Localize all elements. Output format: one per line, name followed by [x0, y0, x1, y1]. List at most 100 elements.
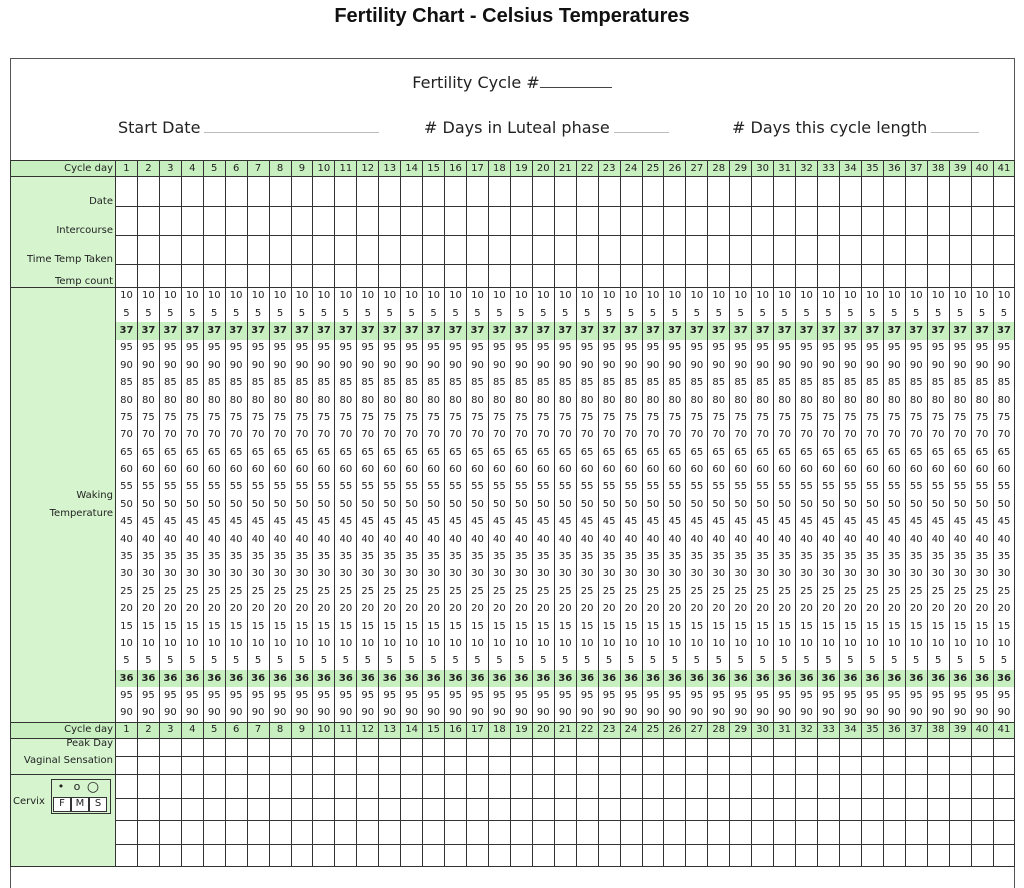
temp-cell[interactable]: 95: [487, 687, 511, 705]
entry-cell[interactable]: [553, 176, 577, 207]
temp-cell[interactable]: 95: [904, 687, 928, 705]
entry-cell[interactable]: [773, 176, 797, 207]
temp-cell[interactable]: 40: [158, 530, 182, 549]
temp-cell[interactable]: 70: [487, 426, 511, 445]
entry-cell[interactable]: [860, 737, 884, 757]
entry-cell[interactable]: [817, 773, 840, 799]
temp-cell[interactable]: 25: [531, 583, 555, 601]
temp-cell[interactable]: 80: [904, 391, 928, 410]
temp-cell[interactable]: 20: [378, 600, 402, 618]
entry-cell[interactable]: [926, 737, 950, 757]
temp-cell[interactable]: 90: [926, 357, 950, 375]
entry-cell[interactable]: [268, 235, 292, 265]
entry-cell[interactable]: [751, 773, 775, 799]
entry-cell[interactable]: [663, 819, 687, 845]
temp-cell[interactable]: 35: [290, 548, 314, 566]
temp-cell[interactable]: 5: [795, 304, 818, 323]
temp-cell[interactable]: 36: [312, 670, 336, 688]
temp-cell[interactable]: 10: [641, 635, 665, 653]
temp-cell[interactable]: 37: [773, 322, 797, 340]
entry-cell[interactable]: [246, 797, 270, 821]
temp-cell[interactable]: 50: [509, 496, 533, 514]
temp-cell[interactable]: 50: [926, 496, 950, 514]
entry-cell[interactable]: [882, 264, 906, 288]
entry-cell[interactable]: [290, 755, 314, 775]
temp-cell[interactable]: 50: [729, 496, 753, 514]
entry-cell[interactable]: [948, 843, 972, 867]
temp-cell[interactable]: 20: [180, 600, 204, 618]
temp-cell[interactable]: 85: [290, 374, 314, 392]
temp-cell[interactable]: 60: [860, 461, 884, 479]
entry-cell[interactable]: [312, 819, 336, 845]
temp-cell[interactable]: 40: [860, 530, 884, 549]
temp-cell[interactable]: 10: [180, 635, 204, 653]
temp-cell[interactable]: 36: [970, 670, 994, 688]
temp-cell[interactable]: 90: [378, 704, 402, 723]
entry-cell[interactable]: [444, 206, 467, 236]
entry-cell[interactable]: [136, 773, 160, 799]
temp-cell[interactable]: 15: [838, 617, 862, 636]
entry-cell[interactable]: [795, 797, 818, 821]
entry-cell[interactable]: [619, 843, 643, 867]
temp-cell[interactable]: 30: [246, 565, 270, 584]
temp-cell[interactable]: 10: [575, 635, 599, 653]
temp-cell[interactable]: 90: [992, 357, 1016, 375]
temp-cell[interactable]: 70: [158, 426, 182, 445]
temp-cell[interactable]: 85: [378, 374, 402, 392]
entry-cell[interactable]: [904, 755, 928, 775]
entry-cell[interactable]: [553, 773, 577, 799]
entry-cell[interactable]: [817, 797, 840, 821]
temp-cell[interactable]: 50: [466, 496, 489, 514]
temp-cell[interactable]: 10: [246, 635, 270, 653]
entry-cell[interactable]: [553, 737, 577, 757]
temp-cell[interactable]: 5: [180, 304, 204, 323]
temp-cell[interactable]: 55: [268, 478, 292, 497]
temp-cell[interactable]: 50: [751, 496, 775, 514]
entry-cell[interactable]: [948, 176, 972, 207]
temp-cell[interactable]: 25: [422, 583, 446, 601]
temp-cell[interactable]: 30: [422, 565, 446, 584]
temp-cell[interactable]: 65: [773, 444, 797, 462]
entry-cell[interactable]: [290, 819, 314, 845]
temp-cell[interactable]: 15: [597, 617, 621, 636]
entry-cell[interactable]: [224, 773, 248, 799]
entry-cell[interactable]: [619, 737, 643, 757]
entry-cell[interactable]: [685, 176, 709, 207]
temp-cell[interactable]: 20: [531, 600, 555, 618]
entry-cell[interactable]: [597, 206, 621, 236]
entry-cell[interactable]: [115, 819, 138, 845]
entry-cell[interactable]: [246, 235, 270, 265]
temp-cell[interactable]: 70: [926, 426, 950, 445]
temp-cell[interactable]: 85: [115, 374, 138, 392]
temp-cell[interactable]: 65: [597, 444, 621, 462]
temp-cell[interactable]: 25: [773, 583, 797, 601]
temp-cell[interactable]: 95: [619, 339, 643, 358]
temp-cell[interactable]: 80: [663, 391, 687, 410]
temp-cell[interactable]: 90: [312, 357, 336, 375]
temp-cell[interactable]: 36: [838, 670, 862, 688]
temp-cell[interactable]: 70: [641, 426, 665, 445]
temp-cell[interactable]: 30: [444, 565, 467, 584]
temp-cell[interactable]: 10: [707, 287, 731, 305]
entry-cell[interactable]: [641, 206, 665, 236]
entry-cell[interactable]: [158, 843, 182, 867]
temp-cell[interactable]: 25: [136, 583, 160, 601]
entry-cell[interactable]: [707, 843, 731, 867]
temp-cell[interactable]: 5: [838, 304, 862, 323]
entry-cell[interactable]: [685, 235, 709, 265]
entry-cell[interactable]: [817, 176, 840, 207]
temp-cell[interactable]: 37: [948, 322, 972, 340]
temp-cell[interactable]: 5: [751, 652, 775, 671]
temp-cell[interactable]: 35: [860, 548, 884, 566]
temp-cell[interactable]: 25: [202, 583, 226, 601]
temp-cell[interactable]: 75: [663, 409, 687, 427]
temp-cell[interactable]: 5: [773, 304, 797, 323]
temp-cell[interactable]: 5: [597, 652, 621, 671]
temp-cell[interactable]: 70: [378, 426, 402, 445]
temp-cell[interactable]: 90: [268, 704, 292, 723]
temp-cell[interactable]: 45: [334, 513, 358, 531]
temp-cell[interactable]: 55: [904, 478, 928, 497]
entry-cell[interactable]: [904, 773, 928, 799]
temp-cell[interactable]: 80: [312, 391, 336, 410]
temp-cell[interactable]: 65: [158, 444, 182, 462]
